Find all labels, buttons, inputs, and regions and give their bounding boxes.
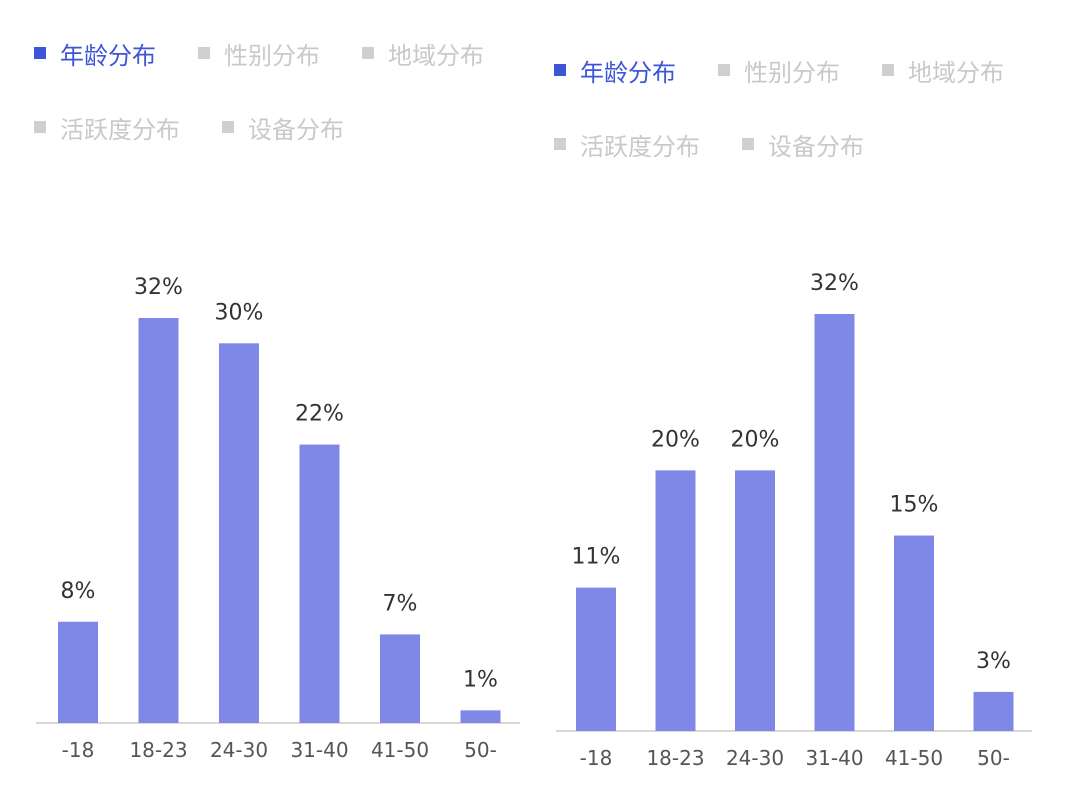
- right-chart-panel: 年龄分布 性别分布 地域分布 活跃度分布 设备分布 11% -18 20% 18-23…: [540, 0, 1080, 810]
- bar-18-23[interactable]: [655, 470, 696, 731]
- bar--18[interactable]: [576, 587, 616, 731]
- legend-swatch-icon: [34, 47, 46, 59]
- x-tick-label: 41-50: [885, 746, 943, 770]
- bar-31-40[interactable]: [299, 444, 340, 723]
- data-label: 32%: [134, 275, 183, 300]
- legend-swatch-icon: [742, 138, 754, 150]
- legend-item-gender[interactable]: 性别分布: [198, 40, 320, 70]
- x-tick-label: 24-30: [210, 738, 268, 762]
- bar--18[interactable]: [58, 621, 98, 723]
- data-label: 20%: [731, 427, 780, 452]
- bar-41-50[interactable]: [894, 535, 934, 731]
- data-label: 30%: [215, 300, 264, 325]
- legend-item-device[interactable]: 设备分布: [222, 114, 344, 144]
- data-label: 3%: [976, 649, 1011, 674]
- legend-swatch-icon: [198, 47, 210, 59]
- legend-item-activity[interactable]: 活跃度分布: [554, 131, 700, 161]
- bar-50-[interactable]: [460, 710, 501, 723]
- x-tick-label: 18-23: [646, 746, 704, 770]
- bar-24-30[interactable]: [735, 470, 775, 731]
- left-chart-panel: 年龄分布 性别分布 地域分布 活跃度分布 设备分布 8% -18 32% 18-23 3…: [34, 42, 520, 762]
- legend-item-label: 活跃度分布: [60, 115, 180, 144]
- age-bar-chart-left: 8% -18 32% 18-23 30% 24-30 22% 31-40 7% 41-50 1% 50…: [36, 275, 520, 762]
- legend-item-device[interactable]: 设备分布: [742, 131, 864, 161]
- legend-item-label: 设备分布: [768, 132, 864, 161]
- legend-item-label: 活跃度分布: [580, 132, 700, 161]
- legend-item-region[interactable]: 地域分布: [882, 57, 1004, 87]
- bar-18-23[interactable]: [138, 318, 179, 723]
- legend-swatch-icon: [554, 138, 566, 150]
- bar-41-50[interactable]: [380, 634, 420, 723]
- legend-item-label: 地域分布: [388, 41, 484, 70]
- legend-swatch-icon: [718, 64, 730, 76]
- data-label: 11%: [572, 545, 621, 570]
- bar-24-30[interactable]: [219, 343, 259, 723]
- data-label: 8%: [61, 579, 96, 604]
- legend-swatch-icon: [554, 64, 566, 76]
- legend: 年龄分布 性别分布 地域分布 活跃度分布 设备分布: [554, 57, 1064, 161]
- x-tick-label: 41-50: [371, 738, 429, 762]
- x-tick-label: 31-40: [290, 738, 348, 762]
- bar-50-[interactable]: [973, 691, 1014, 731]
- legend-swatch-icon: [34, 121, 46, 133]
- legend-item-activity[interactable]: 活跃度分布: [34, 114, 180, 144]
- x-tick-label: -18: [62, 738, 95, 762]
- legend-item-age[interactable]: 年龄分布: [554, 57, 676, 87]
- data-label: 20%: [651, 427, 700, 452]
- bar-31-40[interactable]: [814, 314, 855, 731]
- legend-item-age[interactable]: 年龄分布: [34, 40, 156, 70]
- legend-swatch-icon: [222, 121, 234, 133]
- legend-swatch-icon: [362, 47, 374, 59]
- data-label: 15%: [890, 493, 939, 518]
- data-label: 1%: [463, 667, 498, 692]
- legend: 年龄分布 性别分布 地域分布 活跃度分布 设备分布: [34, 40, 544, 144]
- x-tick-label: -18: [580, 746, 613, 770]
- legend-item-gender[interactable]: 性别分布: [718, 57, 840, 87]
- legend-item-label: 性别分布: [224, 41, 320, 70]
- data-label: 7%: [383, 591, 418, 616]
- x-tick-label: 50-: [464, 738, 497, 762]
- data-label: 22%: [295, 402, 344, 427]
- legend-item-label: 年龄分布: [580, 58, 676, 87]
- legend-item-region[interactable]: 地域分布: [362, 40, 484, 70]
- age-bar-chart-right: 11% -18 20% 18-23 20% 24-30 32% 31-40 15% 41-50 3%…: [556, 271, 1032, 770]
- x-tick-label: 50-: [977, 746, 1010, 770]
- data-label: 32%: [810, 271, 859, 296]
- x-tick-label: 18-23: [129, 738, 187, 762]
- legend-swatch-icon: [882, 64, 894, 76]
- legend-item-label: 年龄分布: [60, 41, 156, 70]
- legend-item-label: 性别分布: [744, 58, 840, 87]
- x-tick-label: 31-40: [805, 746, 863, 770]
- x-tick-label: 24-30: [726, 746, 784, 770]
- legend-item-label: 地域分布: [908, 58, 1004, 87]
- legend-item-label: 设备分布: [248, 115, 344, 144]
